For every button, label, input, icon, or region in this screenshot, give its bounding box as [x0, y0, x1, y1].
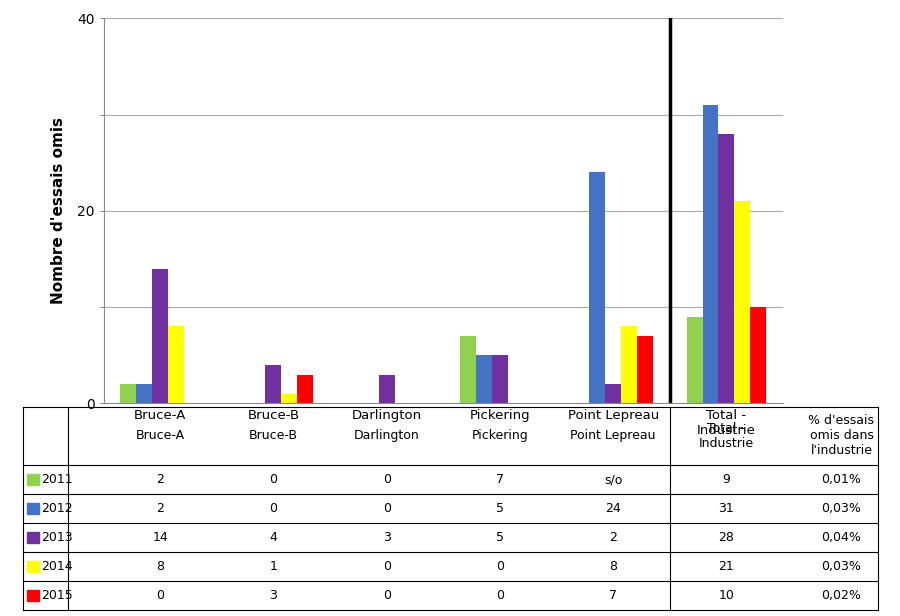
Text: % d'essais
omis dans
l'industrie: % d'essais omis dans l'industrie — [808, 415, 875, 457]
Text: 0: 0 — [269, 502, 277, 515]
Bar — [476, 355, 492, 403]
Text: 2: 2 — [609, 531, 617, 544]
Bar — [734, 201, 751, 403]
Bar — [590, 172, 605, 403]
Text: 4: 4 — [269, 531, 277, 544]
Text: 0: 0 — [156, 589, 164, 602]
Bar — [492, 355, 508, 403]
Text: 1: 1 — [269, 560, 277, 573]
Bar — [379, 375, 394, 403]
Text: 0: 0 — [496, 589, 504, 602]
Text: 8: 8 — [156, 560, 164, 573]
Text: 7: 7 — [609, 589, 617, 602]
Text: 2015: 2015 — [41, 589, 73, 602]
Text: 5: 5 — [496, 502, 504, 515]
Text: 28: 28 — [718, 531, 734, 544]
Text: 0,04%: 0,04% — [822, 531, 861, 544]
Bar — [637, 336, 652, 403]
Text: Pickering: Pickering — [472, 429, 528, 442]
Text: Total -
Industrie: Total - Industrie — [698, 422, 754, 450]
Text: Bruce-B: Bruce-B — [249, 429, 298, 442]
Text: 24: 24 — [605, 502, 621, 515]
Text: 31: 31 — [718, 502, 734, 515]
Text: 2: 2 — [157, 502, 164, 515]
Text: Darlington: Darlington — [354, 429, 419, 442]
Text: 21: 21 — [718, 560, 734, 573]
Text: 9: 9 — [723, 473, 730, 486]
Bar — [751, 307, 766, 403]
Bar — [297, 375, 313, 403]
Text: 0,03%: 0,03% — [822, 560, 861, 573]
Text: 0,02%: 0,02% — [822, 589, 861, 602]
Bar — [703, 105, 718, 403]
Text: Point Lepreau: Point Lepreau — [571, 429, 656, 442]
Text: 2014: 2014 — [41, 560, 73, 573]
Bar — [152, 269, 168, 403]
Text: 5: 5 — [496, 531, 504, 544]
Bar — [121, 384, 136, 403]
Text: 3: 3 — [382, 531, 391, 544]
Text: 0,01%: 0,01% — [822, 473, 861, 486]
Text: 0: 0 — [382, 473, 391, 486]
Bar — [621, 326, 637, 403]
Text: 0,03%: 0,03% — [822, 502, 861, 515]
Text: 8: 8 — [609, 560, 617, 573]
Text: 0: 0 — [382, 589, 391, 602]
Y-axis label: Nombre d'essais omis: Nombre d'essais omis — [51, 118, 66, 304]
Text: 2: 2 — [157, 473, 164, 486]
Text: 7: 7 — [496, 473, 504, 486]
Text: 0: 0 — [382, 502, 391, 515]
Bar — [605, 384, 621, 403]
Text: 2012: 2012 — [41, 502, 73, 515]
Text: s/o: s/o — [604, 473, 622, 486]
Text: Bruce-A: Bruce-A — [136, 429, 184, 442]
Bar — [718, 134, 734, 403]
Bar — [168, 326, 184, 403]
Text: 0: 0 — [269, 473, 277, 486]
Text: 2013: 2013 — [41, 531, 73, 544]
Text: 3: 3 — [269, 589, 277, 602]
Text: 0: 0 — [382, 560, 391, 573]
Bar — [460, 336, 476, 403]
Bar — [136, 384, 152, 403]
Bar — [687, 317, 703, 403]
Bar — [282, 394, 297, 403]
Text: 10: 10 — [718, 589, 734, 602]
Text: 14: 14 — [152, 531, 168, 544]
Text: 2011: 2011 — [41, 473, 73, 486]
Bar — [266, 365, 282, 403]
Text: 0: 0 — [496, 560, 504, 573]
